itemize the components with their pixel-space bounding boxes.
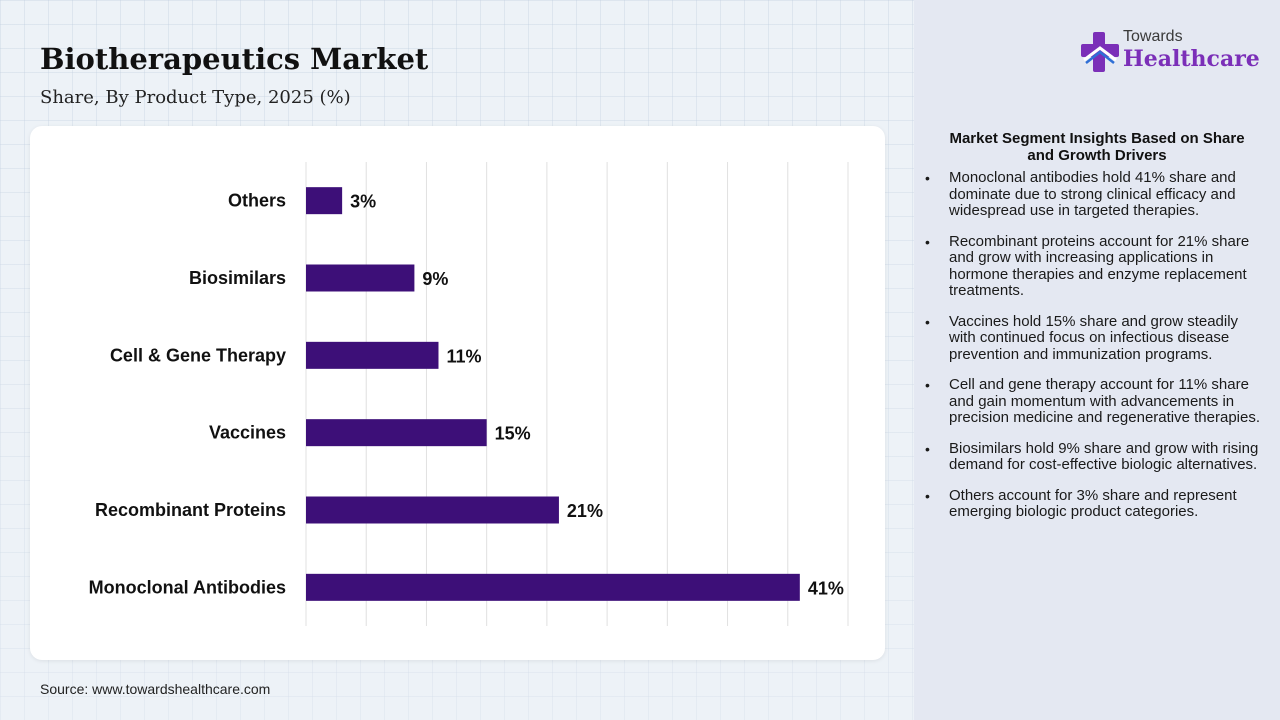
- insight-item: Monoclonal antibodies hold 41% share and…: [924, 169, 1270, 220]
- value-label: 9%: [422, 269, 448, 289]
- value-label: 21%: [567, 501, 603, 521]
- bar: [306, 187, 343, 215]
- insight-item: Recombinant proteins account for 21% sha…: [924, 233, 1270, 300]
- chart-title: Biotherapeutics Market: [40, 42, 429, 76]
- insight-item: Vaccines hold 15% share and grow steadil…: [924, 313, 1270, 364]
- insights-list: Monoclonal antibodies hold 41% share and…: [924, 169, 1270, 521]
- category-label: Biosimilars: [189, 268, 286, 288]
- category-label: Monoclonal Antibodies: [89, 577, 286, 597]
- logo-text-towards: Towards: [1123, 28, 1183, 45]
- bar-chart: Others 3% Biosimilars 9% Cell & Gene Therapy…: [89, 162, 849, 626]
- insight-item: Cell and gene therapy account for 11% sh…: [924, 376, 1270, 427]
- category-label: Vaccines: [209, 423, 286, 443]
- value-label: 3%: [350, 192, 376, 212]
- value-label: 41%: [808, 578, 844, 598]
- insights-title: Market Segment Insights Based on Share a…: [949, 130, 1245, 164]
- healthcare-cross-icon: [1081, 32, 1119, 72]
- category-label: Cell & Gene Therapy: [110, 345, 286, 365]
- category-label: Recombinant Proteins: [95, 500, 286, 520]
- value-label: 11%: [446, 346, 481, 366]
- bar: [306, 264, 415, 292]
- chart-subtitle: Share, By Product Type, 2025 (%): [40, 87, 351, 108]
- logo-text-healthcare: Healthcare: [1123, 46, 1260, 72]
- value-label: 15%: [495, 424, 531, 444]
- insights-section: Market Segment Insights Based on Share a…: [924, 130, 1270, 535]
- insight-item: Biosimilars hold 9% share and grow with …: [924, 440, 1270, 474]
- source-note: Source: www.towardshealthcare.com: [40, 681, 271, 697]
- bar: [306, 419, 487, 447]
- bar: [306, 573, 800, 601]
- chart-card: Others 3% Biosimilars 9% Cell & Gene Therapy…: [30, 126, 885, 660]
- brand-logo: Towards Healthcare: [1080, 26, 1260, 78]
- insight-item: Others account for 3% share and represen…: [924, 487, 1270, 521]
- category-label: Others: [228, 191, 286, 211]
- bar: [306, 496, 559, 524]
- bar: [306, 341, 439, 369]
